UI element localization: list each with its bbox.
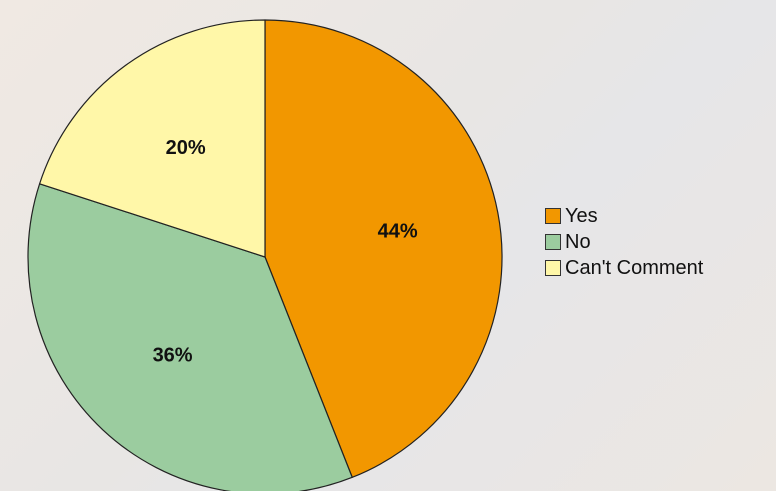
legend-item-yes: Yes <box>545 203 703 229</box>
pie-slice-label-yes: 44% <box>378 221 418 243</box>
legend-swatch-no <box>545 234 561 250</box>
legend-label-no: No <box>565 231 591 253</box>
legend: Yes No Can't Comment <box>545 203 703 281</box>
pie-slice-no <box>27 183 353 491</box>
legend-item-no: No <box>545 229 703 255</box>
pie-slice-yes <box>264 19 503 478</box>
legend-swatch-cant-comment <box>545 260 561 276</box>
legend-label-cant-comment: Can't Comment <box>565 257 704 279</box>
legend-item-cant-comment: Can't Comment <box>545 255 703 281</box>
pie-slice-cant-comment <box>39 19 266 258</box>
pie-slice-labels: 44% 36% 20% <box>153 137 418 367</box>
pie-slice-label-cant-comment: 20% <box>166 137 206 159</box>
pie-slices <box>27 19 503 491</box>
legend-swatch-yes <box>545 208 561 224</box>
legend-label-yes: Yes <box>565 205 598 227</box>
pie-slice-label-no: 36% <box>153 344 193 366</box>
